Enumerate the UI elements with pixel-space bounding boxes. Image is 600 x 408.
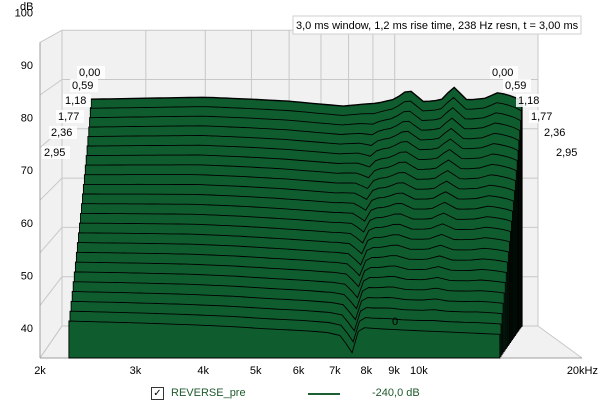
time-slice-label-left: 0,00 [79, 67, 100, 79]
grid-line-side [39, 177, 63, 201]
y-tick-label: 70 [21, 165, 33, 177]
y-axis-label: dB [20, 1, 33, 13]
time-slice-label-left-bg [42, 146, 70, 159]
time-slice-labels: 0,00 0,000,59 0,591,18 1,181,77 1,772,36 2,36… [42, 66, 582, 159]
x-tick-label: 7k [329, 365, 341, 377]
time-slice-label-right: 2,95 [556, 147, 577, 159]
time-slice-label-right-bg [529, 110, 557, 123]
time-slice-label-right-bg [503, 79, 531, 92]
y-tick-label: 50 [21, 270, 33, 282]
axis-ticks: 100 90 80 70 60 50 40 2k 3k 4k 5k 6k 7k 8k 9k 10k 20kHz [15, 7, 598, 377]
grid-line-floor [39, 325, 63, 359]
time-slice-label-right: 0,00 [492, 67, 513, 79]
x-tick-label: 9k [388, 365, 400, 377]
x-tick-label: 6k [293, 365, 305, 377]
x-tick-label: 3k [130, 365, 142, 377]
x-tick-label: 20kHz [567, 365, 598, 377]
time-slice-label-left-bg [63, 94, 91, 107]
time-slice-label-right-bg [516, 94, 544, 107]
time-slice-label-right-bg [554, 146, 582, 159]
time-slice-label-left: 1,18 [65, 95, 86, 107]
time-slice-label-left-bg [70, 79, 98, 92]
x-tick-label: 2k [34, 365, 46, 377]
x-tick-label: 4k [197, 365, 209, 377]
x-tick-label: 10k [410, 365, 428, 377]
time-slice-label-right-bg [490, 66, 518, 79]
chart-title: 3,0 ms window, 1,2 ms rise time, 238 Hz … [296, 20, 579, 32]
time-slice-label-left: 2,36 [51, 127, 72, 139]
time-slice-label-right: 0,59 [505, 80, 526, 92]
time-slice-label-right: 1,18 [518, 95, 539, 107]
time-slice-label-left-bg [56, 110, 84, 123]
grid-line-side [39, 79, 63, 96]
y-tick-label: 100 [15, 7, 33, 19]
waterfall-surface: 0 [68, 86, 523, 359]
y-tick-label: 60 [21, 218, 33, 230]
x-tick-label: 5k [250, 365, 262, 377]
origin-marker: 0 [392, 316, 398, 328]
series-name: REVERSE_pre [171, 387, 246, 399]
time-slice-label-left: 2,95 [44, 147, 65, 159]
time-slice-label-left-bg [49, 126, 77, 139]
time-slice-label-right: 1,77 [531, 111, 552, 123]
series-value: -240,0 dB [372, 387, 420, 399]
spectrum-slice [68, 320, 501, 359]
grid-line-side [39, 29, 63, 43]
time-slice-label-left: 0,59 [72, 80, 93, 92]
y-tick-label: 90 [21, 60, 33, 72]
x-tick-label: 8k [361, 365, 373, 377]
time-slice-label-left: 1,77 [58, 111, 79, 123]
y-tick-label: 80 [21, 113, 33, 125]
grid-line-side [39, 276, 63, 306]
time-slice-label-right: 2,36 [544, 127, 565, 139]
grid-line-floor [537, 325, 583, 359]
series-checkbox[interactable]: ✓ [151, 387, 164, 400]
time-slice-label-left-bg [77, 66, 105, 79]
series-swatch [308, 393, 340, 395]
title-box [292, 15, 582, 35]
legend: ✓ REVERSE_pre -240,0 dB [0, 384, 600, 404]
time-slice-label-right-bg [542, 126, 570, 139]
y-tick-label: 40 [21, 323, 33, 335]
grid-line-side [39, 227, 63, 254]
